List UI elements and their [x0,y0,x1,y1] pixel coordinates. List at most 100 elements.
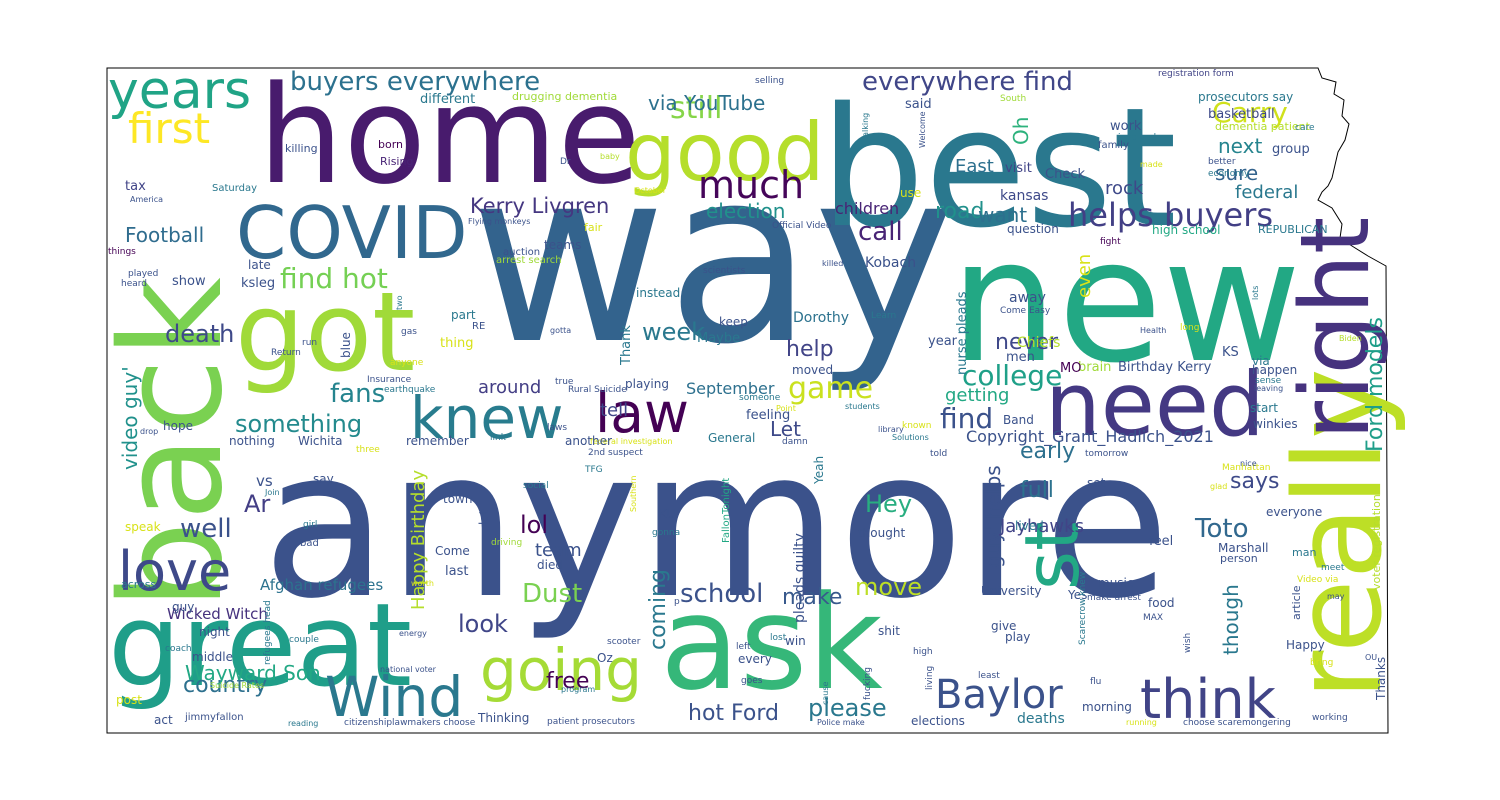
word-best: best [820,72,1177,264]
word-told: told [930,449,947,459]
word-check: Check [1045,167,1085,182]
word-covid: COVID [236,191,468,275]
word-birthday-kerry: Birthday Kerry [1118,360,1212,375]
word-play: play [1005,630,1030,644]
word-vs: vs [256,472,273,490]
word-join: Join [264,488,280,497]
word-thing: thing [440,336,473,351]
word-still: still [670,91,722,126]
word-food: food [1148,596,1175,610]
word-band: Band [1003,413,1034,427]
word-official-video: Official Video [772,221,832,231]
word-goes: goes [741,676,763,686]
word-question: question [1007,222,1059,236]
word-max: MAX [1143,613,1163,623]
word-start: start [1250,401,1278,415]
word-school: school [680,579,763,609]
word-police-make: Police make [817,718,865,727]
word-happy-birthday: Happy Birthday [408,470,429,610]
word-work: work [1110,119,1142,134]
word-insurance: Insurance [367,375,412,385]
word-ford-models: Ford models [1363,317,1388,452]
word-well: well [180,514,232,544]
word-come: Come [435,544,470,558]
word-running: running [1126,718,1157,727]
word-country: country [183,673,267,698]
word-flying-monkeys: Flying monkeys [468,217,530,226]
word-learn: Learn [871,311,896,321]
word-southern: Southern [629,476,638,512]
word-tomorrow: tomorrow [1085,449,1128,459]
word-died: died [537,558,563,572]
word-video-guy: video guy' [118,366,142,470]
word-night: night [199,625,230,639]
word-arrest-search: arrest search [496,255,562,266]
word-selling: selling [755,76,784,86]
word-gotta: gotta [550,326,571,335]
word-least: least [978,671,1000,681]
word-library: library [878,425,904,434]
word-things: things [108,247,136,257]
word-says: says [1230,469,1279,494]
word-late: late [248,258,271,272]
word-sense: sense [1255,376,1282,386]
word-wind: Wind [325,665,463,729]
word-move: move [855,573,922,601]
word-thank: Thank [619,325,634,366]
word-coach: coach [165,644,192,654]
word-win: win [785,634,806,648]
word-anyone: anyone [390,358,424,368]
word-week: week [642,318,705,346]
word-leaving: leaving [1254,384,1283,393]
word-general: General [708,431,755,445]
word-guy: guy [172,600,194,614]
word-pleads-guilty: pleads guilty [792,533,808,623]
word-involved: involved [1118,133,1156,143]
word-law: law [595,381,689,445]
word-ku: KU [659,507,675,521]
word-remember: remember [406,434,469,448]
word-home: home [258,57,641,214]
word-fight: fight [1100,237,1121,247]
word-brain: brain [1078,360,1111,375]
word-part: part [451,308,476,322]
word-set: set [1087,476,1106,490]
word-football: Football [125,223,204,247]
word-coming: coming [646,569,671,650]
word-nurse-pleads: nurse pleads [955,291,970,375]
word-help: help [786,337,834,362]
word-come-easy: Come Easy [1000,306,1051,316]
word-better: better [1208,157,1236,167]
word-instead: instead [636,286,680,300]
word-meet: meet [1321,563,1345,573]
word-visit: visit [1005,161,1032,176]
word-p: p [674,597,680,607]
word-every: every [738,652,772,666]
word-knew: knew [410,384,563,452]
word-lot: lot [477,509,491,525]
word-thanks: Thanks [1374,657,1388,701]
word-lol: lol [520,511,548,539]
word-born: born [378,138,403,151]
word-drugging-dementia: drugging dementia [512,90,617,103]
word-economy: economy [1208,169,1250,179]
word-rising: Rising [380,155,413,168]
word-patient-prosecutors: patient prosecutors [547,717,635,727]
word-care: care [1295,123,1315,133]
word-september: September [686,379,775,398]
word-health: Health [1140,326,1166,335]
word-right: right [1281,217,1391,440]
word-years: years [108,61,251,121]
word-show: show [172,274,206,289]
word-choose-scaremongering: choose scaremongering [1183,718,1291,728]
word-first: first [128,104,210,153]
word-fans: fans [330,379,385,409]
word-couple: couple [289,635,319,645]
word-worth: worth [411,579,434,588]
word-manhattan: Manhattan [1222,463,1270,473]
word-left: left [736,642,751,652]
word-made: made [1140,160,1163,169]
word-tell: tell [600,400,628,421]
word-video-via: Video via [1297,575,1338,585]
